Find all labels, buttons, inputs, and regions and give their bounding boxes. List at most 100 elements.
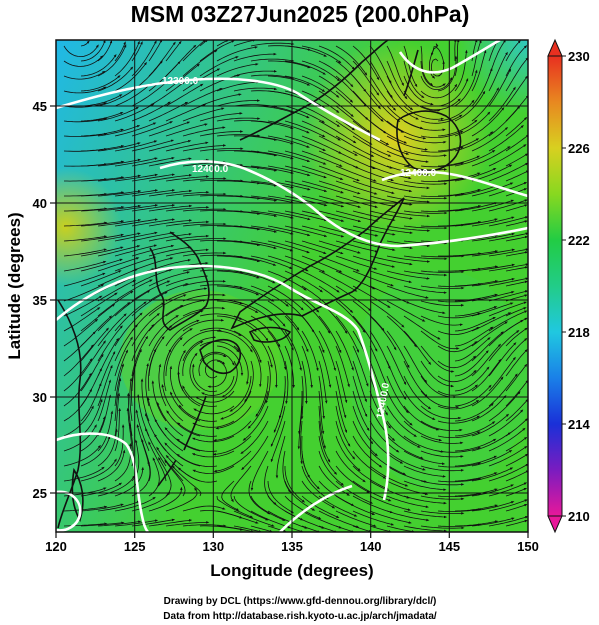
streamline [233, 255, 277, 266]
streamline [63, 466, 105, 482]
streamline [267, 135, 310, 148]
streamline [437, 415, 481, 424]
streamline [233, 180, 278, 187]
streamline [386, 255, 431, 263]
streamline [386, 495, 429, 508]
y-tick-label: 40 [33, 196, 47, 211]
streamline [369, 90, 401, 123]
streamline [488, 330, 520, 362]
streamline [114, 204, 159, 212]
streamline [420, 390, 460, 409]
streamline [420, 495, 465, 501]
streamline [191, 363, 218, 393]
streamline [157, 401, 184, 437]
streamline [454, 326, 494, 347]
streamline [488, 144, 527, 167]
streamline [301, 195, 345, 208]
streamline [97, 257, 140, 272]
streamline [335, 450, 366, 483]
streamline [437, 341, 478, 353]
streamline [301, 345, 313, 389]
streamline [201, 375, 235, 396]
streamline [131, 491, 171, 512]
streamline [63, 248, 108, 257]
streamline [221, 480, 240, 511]
streamline [403, 480, 447, 491]
streamline [301, 510, 343, 529]
streamline [335, 195, 379, 208]
streamline [131, 280, 171, 302]
streamline [148, 457, 160, 497]
streamline [403, 60, 425, 99]
streamline [318, 315, 342, 354]
streamline [386, 210, 431, 218]
streamline [182, 280, 227, 287]
streamline [318, 45, 355, 70]
streamline [301, 45, 342, 64]
streamline [454, 90, 486, 122]
streamline [318, 510, 360, 528]
colorbar-tick-label: 226 [568, 141, 590, 156]
streamline [192, 420, 235, 428]
streamline [165, 104, 207, 122]
streamline [318, 525, 338, 532]
streamline [454, 504, 499, 512]
streamline [250, 240, 294, 252]
y-tick-label: 25 [33, 486, 47, 501]
streamline [64, 207, 108, 212]
streamline [80, 191, 125, 197]
streamline [216, 99, 261, 107]
streamline [131, 41, 143, 62]
streamline [369, 150, 411, 167]
streamline [216, 495, 254, 518]
coastline-honshu [230, 197, 405, 330]
lat-lon-grid [56, 40, 528, 532]
streamline [420, 420, 463, 432]
streamline [182, 40, 207, 62]
streamline [403, 210, 448, 215]
streamline [233, 315, 269, 342]
streamline [318, 285, 354, 314]
green-region-se [350, 270, 528, 490]
streamline [80, 292, 118, 317]
streamline [176, 453, 218, 468]
streamline [131, 362, 137, 407]
streamline [114, 424, 125, 467]
streamline [437, 327, 480, 335]
streamline [386, 345, 407, 386]
streamline [352, 375, 368, 418]
streamline [454, 366, 490, 392]
geopotential-contours [56, 40, 528, 532]
streamline [63, 388, 93, 422]
streamline [63, 132, 108, 137]
streamline [335, 255, 378, 270]
streamline [182, 505, 226, 512]
streamline [420, 98, 461, 111]
streamline [505, 57, 528, 92]
streamline [335, 510, 377, 527]
streamline [505, 398, 528, 422]
x-tick-label: 135 [281, 539, 303, 554]
streamline [420, 114, 463, 124]
streamline [97, 40, 113, 62]
streamline [63, 358, 93, 392]
streamline [471, 517, 515, 527]
streamline [471, 484, 514, 497]
streamline [437, 369, 477, 383]
streamline [284, 525, 304, 532]
streamline [97, 174, 142, 182]
colorbar-max-arrow [547, 38, 563, 57]
streamline [154, 418, 184, 452]
streamline [335, 135, 375, 157]
y-tick-label: 30 [33, 390, 47, 405]
streamline [471, 501, 515, 512]
streamline [192, 465, 235, 474]
streamline [165, 191, 210, 197]
streamline [352, 270, 394, 287]
streamline [217, 210, 261, 215]
streamline [471, 232, 515, 242]
streamline [471, 467, 514, 482]
streamline [165, 248, 210, 257]
contour-label: 12400.0 [400, 168, 437, 179]
streamline [165, 175, 210, 182]
